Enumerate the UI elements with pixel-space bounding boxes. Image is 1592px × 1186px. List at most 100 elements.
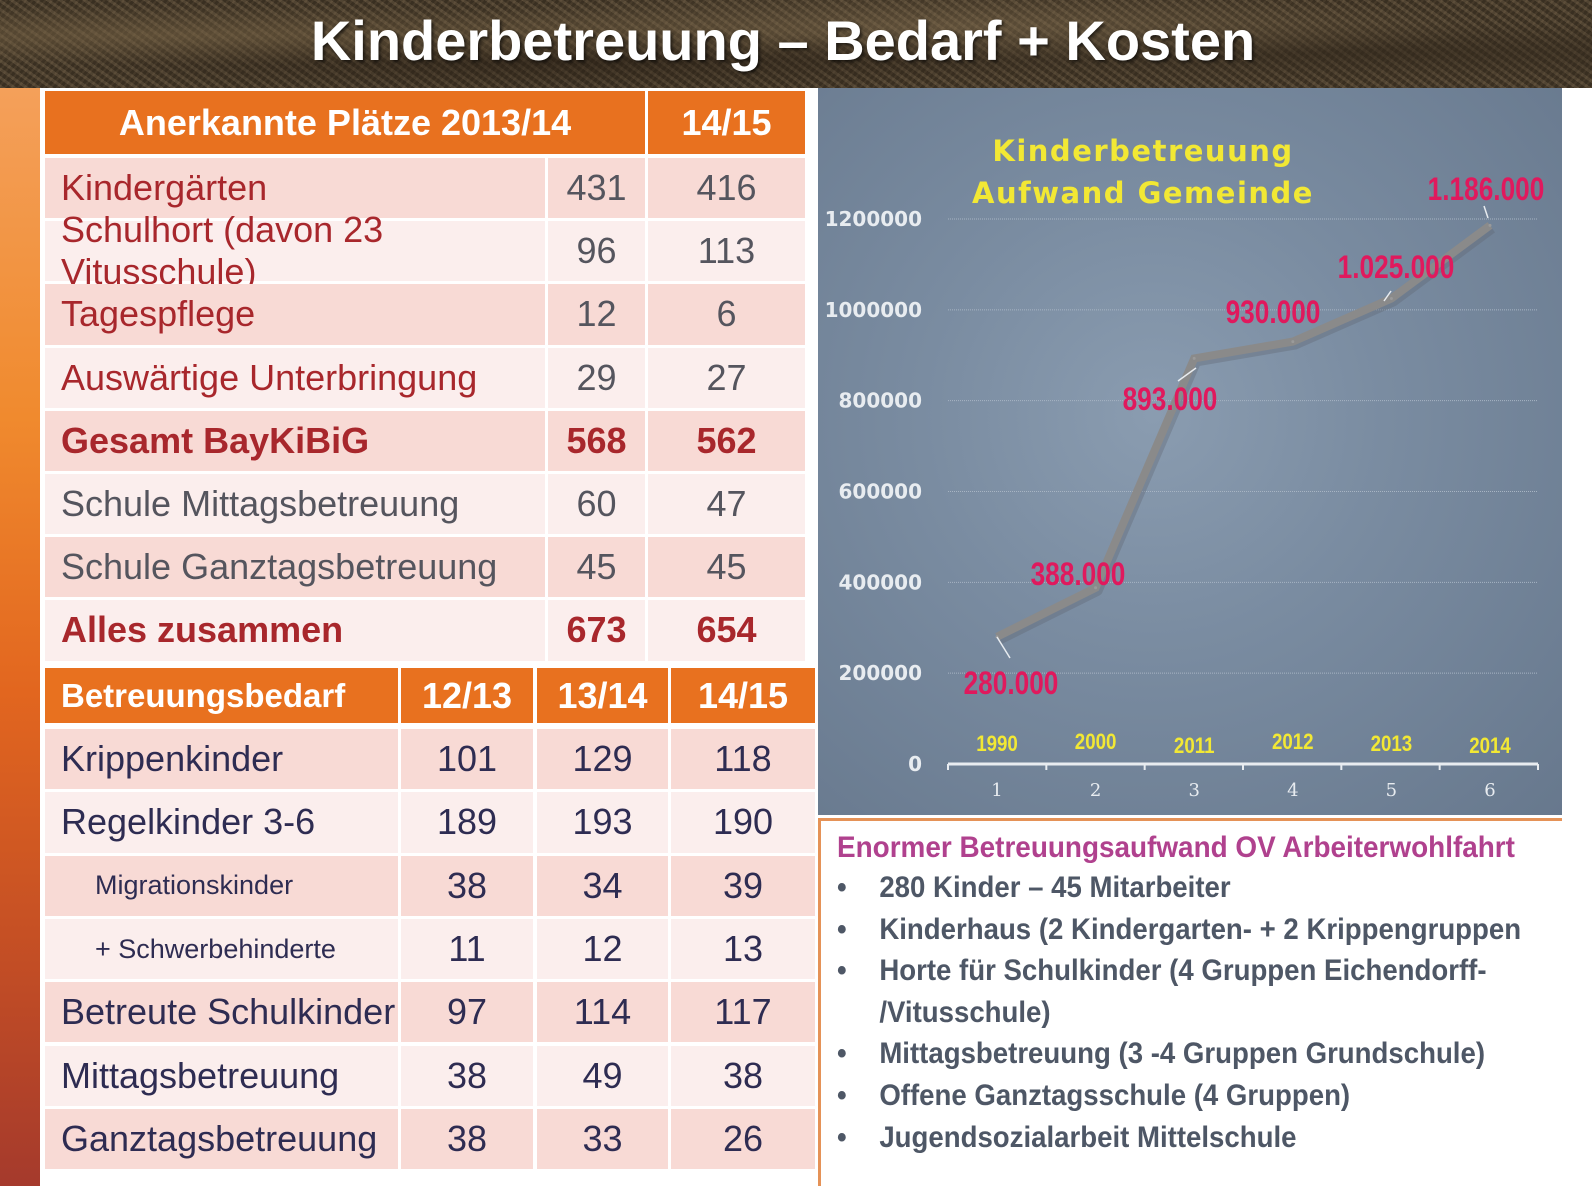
info-list-text: Horte für Schulkinder (4 Gruppen Eichend… [879,954,1487,988]
table1-value-2013-14: 96 [548,221,645,282]
table1-header-label: Anerkannte Plätze 2013/14 [45,91,645,154]
x-tick-label: 5 [1386,780,1397,801]
table2-value-12-13: 97 [401,982,533,1043]
table1-row-label: Schule Ganztagsbetreuung [45,537,545,598]
year-label: 2011 [1174,735,1215,759]
table2-header-label: Betreuungsbedarf [45,668,398,723]
table1-value-14-15: 27 [648,347,805,408]
table2-value-14-15: 117 [671,982,815,1043]
y-tick-label: 400000 [839,570,923,594]
table1-value-14-15: 416 [648,158,805,219]
year-label: 2014 [1469,735,1511,759]
table2-value-13-14: 34 [537,855,668,916]
year-label: 2012 [1272,731,1314,755]
table2-row-label: + Schwerbehinderte [45,918,398,980]
table1-row-label: Alles zusammen [45,600,545,661]
data-point [1488,223,1492,227]
series-line [995,222,1493,641]
data-point [1291,340,1295,344]
bullet-icon: • [837,954,847,988]
table2-header-12-13: 12/13 [401,668,533,723]
table1-value-2013-14: 45 [548,537,645,598]
table2-header-13-14: 13/14 [537,668,668,723]
y-tick-label: 1200000 [825,207,922,231]
data-label: 893.000 [1123,383,1218,418]
year-label: 1990 [976,733,1018,757]
table1-value-2013-14: 568 [548,410,645,471]
table1-value-2013-14: 60 [548,474,645,535]
info-list-item: • Offene Ganztagsschule (4 Gruppen) [837,1075,1504,1117]
data-label: 388.000 [1031,558,1126,593]
table2-value-14-15: 190 [671,792,815,853]
table2-value-13-14: 193 [537,792,668,853]
title-bar: Kinderbetreuung – Bedarf + Kosten [0,0,1592,88]
chart-panel: Kinderbetreuung Aufwand Gemeinde 0 200000 40… [818,88,1562,815]
y-tick-label: 200000 [839,661,923,685]
table2-value-12-13: 11 [401,918,533,980]
data-point [1192,356,1196,360]
data-label: 1.186.000 [1428,173,1545,208]
x-tick-label: 3 [1188,780,1199,801]
table1-value-2013-14: 431 [548,158,645,219]
data-point [1389,296,1393,300]
info-list-text: Kinderhaus (2 Kindergarten- + 2 Krippeng… [879,912,1522,946]
table1-row-label: Kindergärten [45,158,545,219]
chart-title-line: Kinderbetreuung [992,134,1293,168]
y-tick-label: 800000 [839,389,923,413]
table2-value-14-15: 38 [671,1045,815,1106]
table2-header-14-15: 14/15 [671,668,815,723]
table2-value-12-13: 38 [401,1045,533,1106]
year-label: 2000 [1075,731,1117,755]
table2-value-14-15: 39 [671,855,815,916]
y-tick-label: 1000000 [825,298,922,322]
info-list-item: • Mittagsbetreuung (3 -4 Gruppen Grundsch… [837,1033,1504,1075]
info-list-item: • Jugendsozialarbeit Mittelschule [837,1117,1504,1159]
data-label: 1.025.000 [1338,251,1455,286]
info-list-text: 280 Kinder – 45 Mitarbeiter [879,871,1231,904]
year-label: 2013 [1371,733,1413,757]
page-title: Kinderbetreuung – Bedarf + Kosten [310,9,1256,72]
x-tick-label: 4 [1287,780,1298,801]
chart-title-line: Aufwand Gemeinde [972,176,1314,210]
info-heading: Enormer Betreuungsaufwand OV Arbeiterwoh… [837,831,1515,864]
table1-header-year: 14/15 [648,91,805,154]
data-point [1094,586,1098,590]
y-tick-label: 0 [908,752,922,776]
info-list-text: /Vitusschule) [879,995,1051,1029]
table1-row-label: Tagespflege [45,284,545,345]
bullet-icon: • [837,871,847,904]
data-label-leader [1177,367,1197,382]
table2-value-14-15: 26 [671,1108,815,1170]
info-list-item: • 280 Kinder – 45 Mitarbeiter [837,867,1504,909]
table1-value-14-15: 47 [648,474,805,535]
data-label: 280.000 [964,667,1059,702]
bullet-icon: • [837,912,847,946]
table2-row-label: Ganztagsbetreuung [45,1108,398,1170]
table1-value-14-15: 6 [648,284,805,345]
data-label-leader [996,636,1011,659]
table1-row-label: Gesamt BayKiBiG [45,410,545,471]
table2-value-12-13: 101 [401,729,533,790]
table2-value-14-15: 118 [671,729,815,790]
table2-row-label: Migrationskinder [45,855,398,916]
info-list-text: Jugendsozialarbeit Mittelschule [879,1120,1297,1154]
table2-value-13-14: 12 [537,918,668,980]
x-tick-label: 1 [991,780,1002,801]
table2-value-12-13: 38 [401,1108,533,1170]
table1-value-2013-14: 29 [548,347,645,408]
bullet-icon: • [837,1120,847,1154]
bullet-icon: • [837,1037,847,1071]
awo-info-box: Enormer Betreuungsaufwand OV Arbeiterwoh… [818,818,1562,1186]
table1-row-label: Schulhort (davon 23 Vitusschule) [45,209,545,292]
table1-value-14-15: 113 [648,221,805,282]
table1-value-14-15: 45 [648,537,805,598]
line-chart: Kinderbetreuung Aufwand Gemeinde 0 200000 40… [825,134,1545,801]
table2-value-12-13: 189 [401,792,533,853]
x-tick-label: 6 [1484,780,1495,801]
x-tick-label: 2 [1090,780,1101,801]
table1-value-2013-14: 673 [548,600,645,661]
y-tick-label: 600000 [839,480,923,504]
table2-value-14-15: 13 [671,918,815,980]
info-list: • 280 Kinder – 45 Mitarbeiter • Kinderhaus … [837,867,1562,1158]
table1-value-2013-14: 12 [548,284,645,345]
